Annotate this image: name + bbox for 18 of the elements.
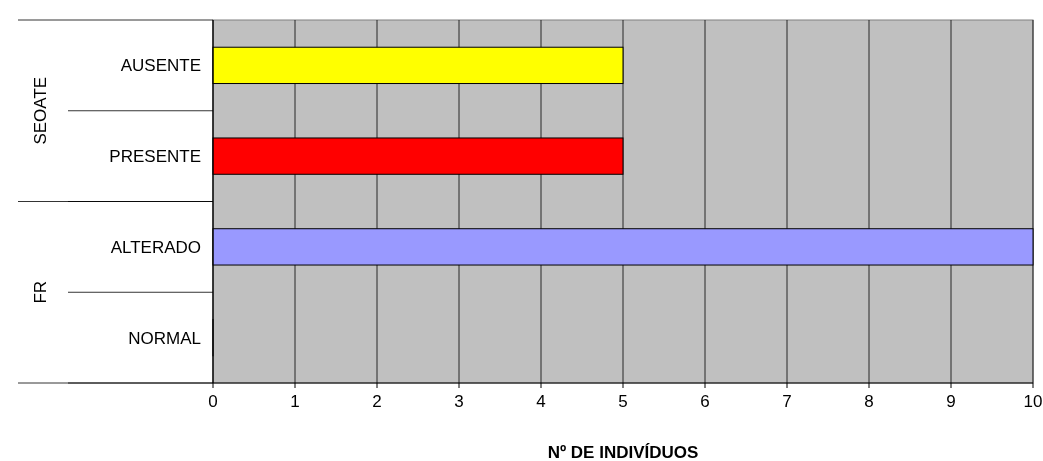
x-tick-label: 2 (372, 392, 382, 411)
x-tick-label: 4 (536, 392, 546, 411)
x-axis-title: Nº DE INDIVÍDUOS (547, 443, 699, 461)
x-tick-label: 10 (1023, 392, 1043, 411)
x-tick-label: 8 (864, 392, 874, 411)
text: SEOATE (31, 76, 50, 145)
y-tick-label: PRESENTE (109, 147, 201, 167)
x-tick-label: 1 (290, 392, 300, 411)
y-tick-label: AUSENTE (120, 56, 201, 76)
x-tick-label: 7 (782, 392, 792, 411)
y-tick-label: ALTERADO (110, 237, 201, 257)
x-tick-label: 5 (618, 392, 628, 411)
x-tick-label: 6 (700, 392, 710, 411)
x-tick-label: 3 (454, 392, 464, 411)
text: FR (31, 280, 50, 304)
x-tick-label: 0 (208, 392, 218, 411)
x-tick-label: 9 (946, 392, 956, 411)
y-tick-label: NORMAL (128, 328, 201, 348)
